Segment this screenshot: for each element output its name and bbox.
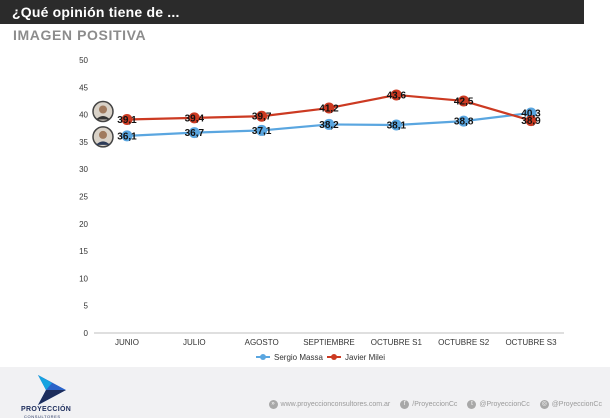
data-point (256, 110, 268, 122)
data-label: 37,1 (252, 126, 272, 137)
x-tick-label: OCTUBRE S2 (438, 338, 490, 347)
milei-avatar (92, 100, 114, 123)
legend-swatch-dot (260, 354, 266, 360)
data-label: 38,1 (387, 120, 407, 131)
data-point (458, 95, 470, 107)
instagram-link[interactable]: ◎ @ProyeccionCc (539, 400, 602, 409)
data-point (121, 130, 133, 142)
data-label: 39,4 (185, 113, 205, 124)
instagram-text: @ProyeccionCc (551, 401, 602, 408)
x-tick-label: JUNIO (115, 338, 139, 347)
data-label: 40,3 (521, 108, 541, 119)
twitter-link[interactable]: t @ProyeccionCc (467, 400, 530, 409)
page-title: ¿Qué opinión tiene de ... (12, 4, 180, 20)
website-link[interactable]: » www.proyeccionconsultores.com.ar (268, 400, 391, 409)
instagram-icon: ◎ (539, 400, 549, 409)
legend-label: Sergio Massa (274, 353, 323, 362)
data-label: 38,9 (521, 116, 541, 127)
y-tick-label: 0 (84, 329, 89, 338)
globe-icon: » (268, 400, 278, 409)
footer: PROYECCIÓN CONSULTORES » www.proyeccionc… (0, 367, 610, 419)
data-point (188, 112, 200, 124)
x-tick-label: SEPTIEMBRE (303, 338, 355, 347)
y-tick-label: 40 (79, 111, 88, 120)
header-bar: ¿Qué opinión tiene de ... (0, 0, 584, 24)
x-tick-label: AGOSTO (245, 338, 279, 347)
website-text: www.proyeccionconsultores.com.ar (280, 401, 391, 408)
data-label: 38,2 (319, 120, 339, 131)
data-point (256, 124, 268, 136)
brand-name: PROYECCIÓN (21, 406, 72, 413)
data-point (323, 102, 335, 114)
facebook-icon: f (400, 400, 410, 409)
legend-label: Javier Milei (345, 353, 385, 362)
data-label: 39,7 (252, 112, 272, 123)
twitter-icon: t (467, 400, 477, 409)
data-point (390, 89, 402, 101)
legend-swatch-dot (331, 354, 337, 360)
y-tick-label: 15 (79, 247, 88, 256)
y-tick-label: 30 (79, 165, 88, 174)
brand-sub: CONSULTORES (24, 414, 61, 419)
data-label: 36,7 (185, 128, 205, 139)
data-label: 39,1 (117, 115, 137, 126)
y-tick-label: 20 (79, 220, 88, 229)
line-chart: 0 5 10 15 20 25 30 35 40 45 50 JUNIO JULIO AGOSTO SEPT… (79, 56, 564, 362)
data-label: 42,5 (454, 96, 474, 107)
data-point (188, 127, 200, 139)
y-tick-label: 35 (79, 138, 88, 147)
massa-avatar (92, 126, 114, 148)
social-links: » www.proyeccionconsultores.com.ar f /Pr… (268, 400, 602, 409)
data-label: 41,2 (319, 104, 339, 115)
x-tick-label: OCTUBRE S1 (371, 338, 423, 347)
data-label: 36,1 (117, 131, 137, 142)
y-tick-label: 5 (84, 302, 89, 311)
facebook-link[interactable]: f /ProyeccionCc (400, 400, 457, 409)
data-point (390, 119, 402, 131)
data-label: 38,8 (454, 117, 474, 128)
x-tick-label: OCTUBRE S3 (505, 338, 557, 347)
chart-subtitle: IMAGEN POSITIVA (13, 27, 147, 43)
data-point (323, 118, 335, 130)
y-tick-label: 45 (79, 83, 88, 92)
x-tick-label: JULIO (183, 338, 206, 347)
data-point (458, 115, 470, 127)
y-tick-label: 25 (79, 193, 88, 202)
facebook-text: /ProyeccionCc (412, 401, 458, 408)
y-tick-label: 50 (79, 56, 88, 65)
data-point (525, 115, 537, 127)
data-point (525, 107, 537, 119)
twitter-text: @ProyeccionCc (479, 401, 530, 408)
brand-logo: PROYECCIÓN CONSULTORES (14, 373, 84, 419)
data-label: 43,6 (387, 90, 407, 101)
arrow-logo-icon (38, 375, 66, 405)
y-tick-label: 10 (79, 274, 88, 283)
data-point (121, 114, 133, 126)
